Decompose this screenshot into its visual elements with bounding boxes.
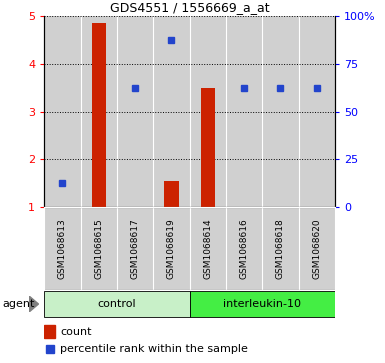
FancyBboxPatch shape: [190, 291, 335, 317]
Text: GSM1068615: GSM1068615: [94, 218, 103, 279]
Text: GSM1068613: GSM1068613: [58, 218, 67, 279]
Bar: [153, 16, 189, 207]
Polygon shape: [29, 296, 38, 312]
Text: interleukin-10: interleukin-10: [223, 299, 301, 309]
Bar: [201, 88, 215, 207]
Bar: [44, 325, 55, 338]
Bar: [80, 16, 117, 207]
Text: count: count: [60, 327, 92, 337]
Bar: [92, 24, 106, 207]
Bar: [299, 16, 335, 207]
Text: GSM1068620: GSM1068620: [312, 218, 321, 279]
Bar: [190, 16, 226, 207]
Bar: [117, 16, 153, 207]
FancyBboxPatch shape: [44, 291, 190, 317]
Text: percentile rank within the sample: percentile rank within the sample: [60, 344, 248, 354]
Bar: [164, 181, 179, 207]
Text: GSM1068619: GSM1068619: [167, 218, 176, 279]
Text: GSM1068618: GSM1068618: [276, 218, 285, 279]
Title: GDS4551 / 1556669_a_at: GDS4551 / 1556669_a_at: [110, 1, 270, 14]
Text: GSM1068617: GSM1068617: [131, 218, 140, 279]
Text: GSM1068614: GSM1068614: [203, 218, 212, 279]
Bar: [44, 16, 80, 207]
Text: control: control: [98, 299, 136, 309]
Bar: [226, 16, 262, 207]
Text: GSM1068616: GSM1068616: [239, 218, 249, 279]
Bar: [262, 16, 299, 207]
Text: agent: agent: [2, 299, 34, 309]
